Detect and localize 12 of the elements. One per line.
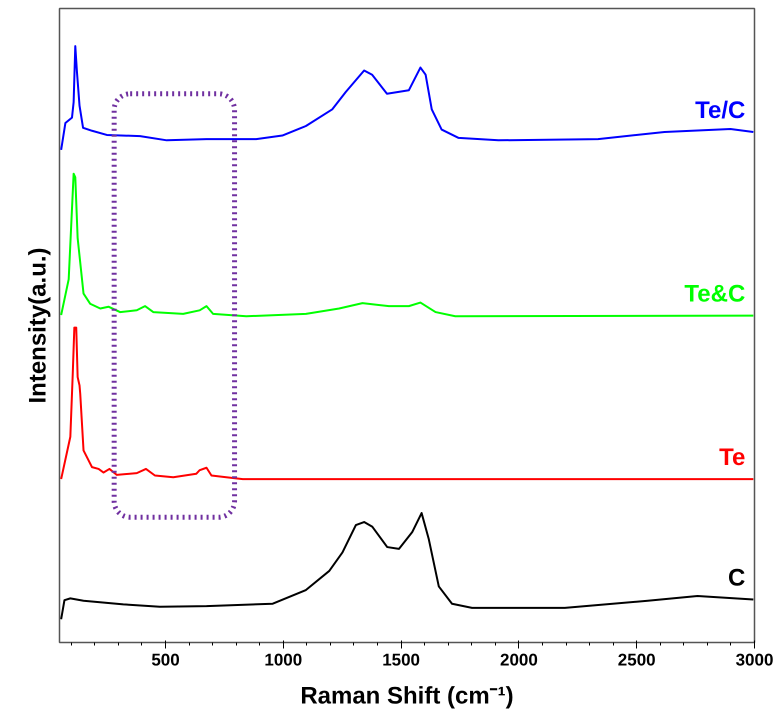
- series-label: Te/C: [695, 96, 746, 124]
- x-tick-label: 2500: [618, 650, 656, 670]
- x-tick-label: 3000: [736, 650, 774, 670]
- x-axis-title: Raman Shift (cm⁻¹): [300, 682, 514, 710]
- series-label: Te&C: [684, 280, 746, 308]
- series-label: Te: [719, 444, 746, 472]
- x-tick-label: 1000: [264, 650, 302, 670]
- x-tick-label: 500: [151, 650, 180, 670]
- x-tick-label: 1500: [382, 650, 420, 670]
- x-tick-label: 2000: [500, 650, 538, 670]
- series-label: C: [728, 564, 746, 592]
- y-axis-title: Intensity(a.u.): [24, 247, 52, 404]
